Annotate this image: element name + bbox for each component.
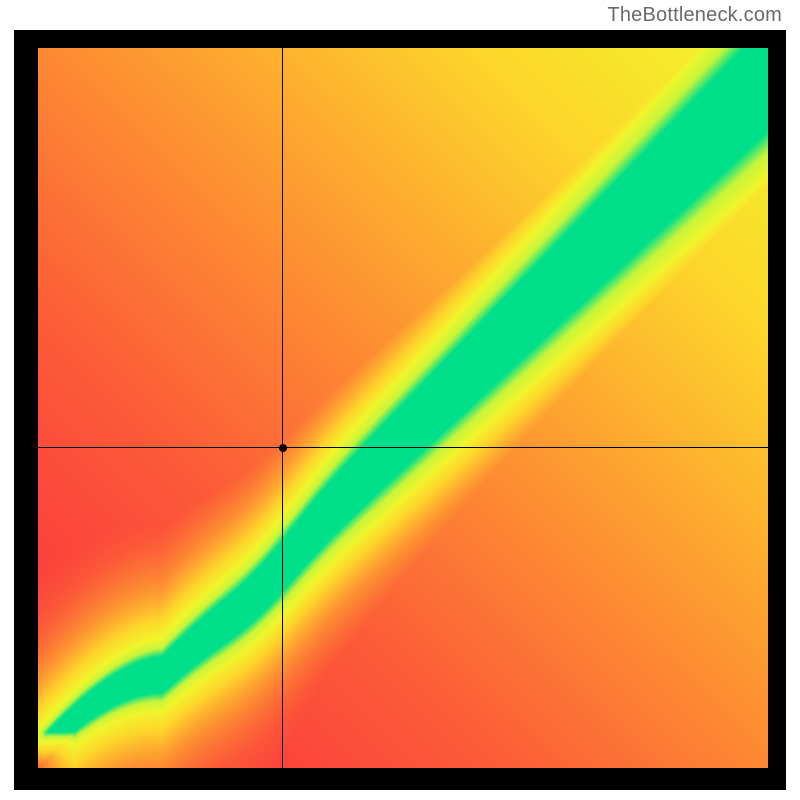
root: TheBottleneck.com [0,0,800,800]
crosshair-vertical [282,48,283,768]
bottleneck-heatmap [38,48,768,768]
chart-frame [14,30,786,790]
crosshair-horizontal [38,447,768,448]
crosshair-intersection-point [279,444,287,452]
watermark-text: TheBottleneck.com [607,4,782,27]
